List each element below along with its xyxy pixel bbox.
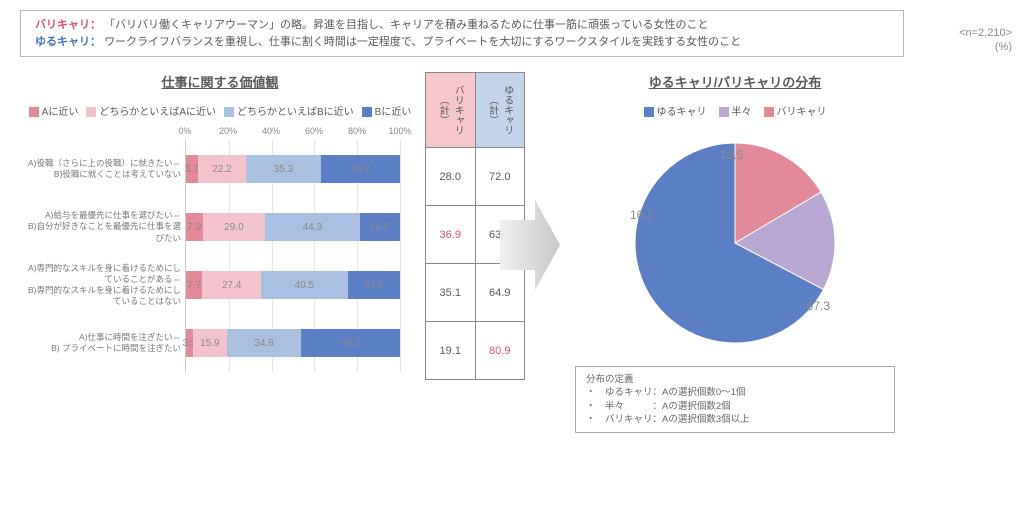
term2-label: ゆるキャリ： [35,36,101,48]
bar-segment: 34.8 [227,329,301,357]
table-row: 28.072.0 [426,148,525,206]
bar-row: A)専門的なスキルを身に着けるためにしていることがある⇔B)専門的なスキルを身に… [20,256,420,314]
bar-segment: 15.9 [193,329,227,357]
pie-chart-title: ゆるキャリ/バリキャリの分布 [575,72,895,91]
definitions-box: バリキャリ： 「バリバリ働くキャリアウーマン」の略。昇進を目指し、キャリアを積み… [20,10,904,57]
bar-segment: 3.2 [186,329,193,357]
pie-legend: ゆるキャリ半々バリキャリ [575,103,895,118]
table-row: 19.180.9 [426,322,525,380]
bar-segment: 5.7 [186,155,198,183]
sample-size: <n=2,210> (%) [959,26,1012,55]
term2-text: ワークライフバランスを重視し、仕事に割く時間は一定程度で、プライベートを大切にす… [104,36,741,48]
table-head-bari: バリキャリ（計） [426,73,476,148]
arrow-icon [500,200,560,290]
bar-segment: 29.0 [203,213,265,241]
row-label: A)役職（さらに上の役職）に就きたい⇔B)役職に就くことは考えていない [20,158,185,180]
legend-item: バリキャリ [764,103,827,118]
bar-segment: 36.7 [321,155,400,183]
bar-row: A)仕事に時間を注ぎたい⇔B) プライベートに時間を注ぎたい3.215.934.… [20,314,420,372]
bar-chart-title: 仕事に関する価値観 [20,72,420,91]
bar-segment: 40.5 [261,271,348,299]
table-head-yuru: ゆるキャリ（計） [475,73,525,148]
legend-item: Bに近い [362,103,412,118]
pie-value-label: 16.5 [720,148,743,162]
pie-chart: ゆるキャリ/バリキャリの分布 ゆるキャリ半々バリキャリ 67.3 16.2 16… [575,72,895,433]
legend-item: どちらかといえばAに近い [86,103,216,118]
term1-label: バリキャリ： [35,19,101,31]
bar-segment: 44.3 [265,213,360,241]
pie-value-label: 16.2 [630,208,653,222]
row-label: A)給与を最優先に仕事を選びたい⇔B)自分が好きなことを最優先に仕事を選びたい [20,210,185,243]
bar-row: A)役職（さらに上の役職）に就きたい⇔B)役職に就くことは考えていない5.722… [20,140,420,198]
bar-segment: 24.5 [348,271,400,299]
bar-legend: Aに近いどちらかといえばAに近いどちらかといえばBに近い Bに近い [20,103,420,118]
row-label: A)専門的なスキルを身に着けるためにしていることがある⇔B)専門的なスキルを身に… [20,263,185,307]
legend-item: 半々 [719,103,752,118]
bar-segment: 7.7 [186,271,202,299]
distribution-definition-box: 分布の定義 ・ ゆるキャリ：Aの選択個数0～1個 ・ 半々 ：Aの選択個数2個 … [575,366,895,433]
pie-svg [620,128,850,358]
bar-segment: 27.4 [202,271,261,299]
bar-axis: 0%20%40%60%80%100% [185,126,400,140]
term1-text: 「バリバリ働くキャリアウーマン」の略。昇進を目指し、キャリアを積み重ねるために仕… [104,19,708,31]
pie-value-label: 67.3 [807,299,830,313]
stacked-bar-chart: 仕事に関する価値観 Aに近いどちらかといえばAに近いどちらかといえばBに近い Bに… [20,72,420,433]
legend-item: どちらかといえばBに近い [224,103,354,118]
legend-item: ゆるキャリ [644,103,707,118]
row-label: A)仕事に時間を注ぎたい⇔B) プライベートに時間を注ぎたい [20,332,185,354]
bar-segment: 35.3 [246,155,322,183]
bar-segment: 7.9 [186,213,203,241]
bar-segment: 46.2 [301,329,400,357]
bar-row: A)給与を最優先に仕事を選びたい⇔B)自分が好きなことを最優先に仕事を選びたい7… [20,198,420,256]
bar-segment: 18.8 [360,213,400,241]
bar-segment: 22.2 [198,155,246,183]
legend-item: Aに近い [29,103,79,118]
